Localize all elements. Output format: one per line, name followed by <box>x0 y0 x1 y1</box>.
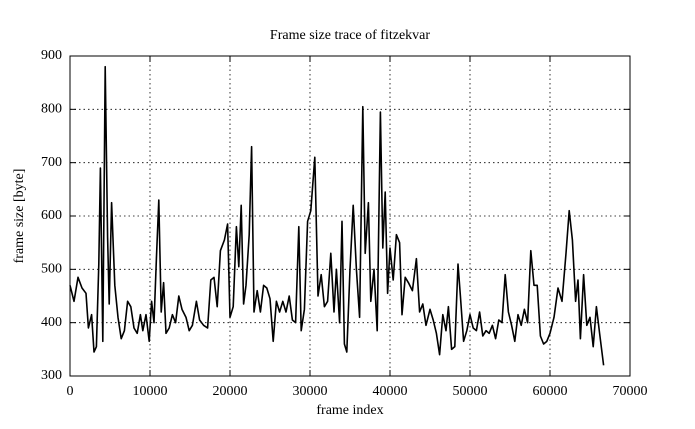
data-line <box>69 65 605 366</box>
x-tick-label: 10000 <box>133 384 168 399</box>
y-tick-label: 500 <box>41 262 62 277</box>
y-tick-label: 600 <box>41 208 62 223</box>
x-tick-label: 70000 <box>613 384 648 399</box>
x-tick-label: 50000 <box>453 384 488 399</box>
x-tick-label: 40000 <box>373 384 408 399</box>
plot-frame <box>69 55 631 377</box>
y-tick-label: 700 <box>41 155 62 170</box>
x-tick-label: 30000 <box>293 384 328 399</box>
x-tick-label: 60000 <box>533 384 568 399</box>
chart-title: Frame size trace of fitzekvar <box>270 28 430 43</box>
x-tick-label: 20000 <box>213 384 248 399</box>
x-axis-label: frame index <box>316 403 383 418</box>
y-tick-label: 400 <box>41 315 62 330</box>
y-tick-label: 800 <box>41 102 62 117</box>
y-tick-label: 300 <box>41 368 62 383</box>
y-tick-label: 900 <box>41 48 62 63</box>
x-tick-label: 0 <box>67 384 74 399</box>
y-axis-label: frame size [byte] <box>12 169 27 264</box>
